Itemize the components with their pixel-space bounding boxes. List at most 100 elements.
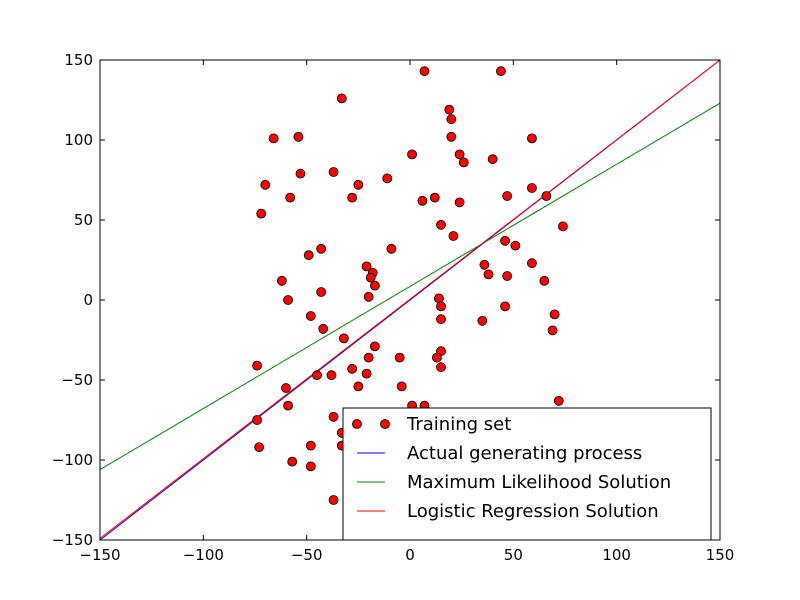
data-point <box>500 301 510 312</box>
data-point <box>527 133 537 144</box>
data-point <box>252 360 262 371</box>
data-point <box>312 370 322 381</box>
data-point <box>260 179 271 190</box>
legend-label: Actual generating process <box>407 443 642 464</box>
data-point <box>326 370 337 381</box>
data-point <box>419 66 430 77</box>
data-point <box>386 243 397 254</box>
data-point <box>547 325 558 336</box>
data-point <box>446 114 457 125</box>
data-point <box>363 291 374 302</box>
x-tick-label: 150 <box>706 546 735 564</box>
data-point <box>281 383 291 393</box>
legend-marker <box>352 419 362 429</box>
data-point <box>363 352 374 363</box>
y-tick-label: −100 <box>52 451 93 469</box>
data-point <box>361 261 372 272</box>
data-point <box>254 442 265 453</box>
data-point <box>305 311 316 321</box>
data-point <box>347 192 358 203</box>
y-tick-label: −50 <box>61 371 93 389</box>
data-point <box>446 131 457 142</box>
ticks-layer: −150 −100 −50 0 50 100 150 −150 −100 −50 0 50 100 150 <box>52 51 735 564</box>
data-point <box>316 287 327 297</box>
data-point <box>454 149 465 160</box>
legend-box <box>342 407 712 541</box>
data-point <box>527 258 537 269</box>
x-tick-label: 50 <box>504 546 523 564</box>
lines-layer <box>99 59 721 541</box>
data-point <box>454 197 465 208</box>
legend-label: Maximum Likelihood Solution <box>407 472 671 493</box>
data-point <box>276 275 287 286</box>
data-point <box>394 352 405 363</box>
legend-label: Logistic Regression Solution <box>407 501 659 522</box>
data-point <box>318 323 329 334</box>
data-point <box>500 235 510 246</box>
data-point <box>436 219 446 230</box>
data-point <box>479 259 490 270</box>
data-point <box>487 154 498 165</box>
data-point <box>338 333 349 344</box>
data-point <box>496 66 506 77</box>
data-point <box>256 208 267 219</box>
legend: Training set Actual generating process Max… <box>342 407 712 541</box>
legend-marker <box>380 419 390 429</box>
y-tick-label: 100 <box>64 131 93 149</box>
data-point <box>287 456 298 467</box>
y-tick-label: −150 <box>52 531 93 549</box>
data-point <box>444 104 455 115</box>
series-line-1 <box>99 102 721 471</box>
data-point <box>283 400 293 411</box>
data-point <box>283 295 293 305</box>
data-point <box>336 93 347 104</box>
data-point <box>295 168 306 179</box>
data-point <box>436 362 446 373</box>
data-point <box>502 271 513 281</box>
data-point <box>328 495 339 505</box>
data-point <box>549 309 560 320</box>
data-point <box>527 183 537 193</box>
data-point <box>353 381 364 392</box>
data-point <box>407 149 417 160</box>
data-point <box>436 301 446 312</box>
data-point <box>558 221 568 232</box>
x-tick-label: −150 <box>79 546 120 564</box>
data-point <box>429 192 440 203</box>
data-point <box>510 240 521 251</box>
legend-label: Training set <box>406 414 511 435</box>
data-point <box>477 315 488 326</box>
data-point <box>252 415 262 425</box>
data-point <box>353 179 364 190</box>
data-point <box>539 275 550 286</box>
series-line-2 <box>99 59 721 539</box>
data-point <box>316 243 327 254</box>
data-point <box>369 280 380 291</box>
data-point <box>285 192 296 203</box>
data-point <box>305 440 316 451</box>
data-point <box>303 250 314 261</box>
data-point <box>448 231 459 241</box>
y-tick-label: 150 <box>64 51 93 69</box>
data-point <box>502 191 513 201</box>
x-tick-label: 0 <box>405 546 415 564</box>
x-tick-label: −50 <box>291 546 323 564</box>
data-point <box>268 133 279 144</box>
data-point <box>434 293 444 304</box>
points-layer <box>252 66 568 505</box>
data-point <box>328 411 339 422</box>
data-point <box>396 381 407 392</box>
y-tick-label: 50 <box>74 211 93 229</box>
x-tick-label: 100 <box>602 546 631 564</box>
data-point <box>553 395 564 406</box>
y-tick-label: 0 <box>83 291 93 309</box>
data-point <box>382 173 393 184</box>
data-point <box>458 157 469 168</box>
data-point <box>436 314 446 325</box>
data-point <box>293 131 304 142</box>
data-point <box>541 191 552 201</box>
data-point <box>431 352 442 363</box>
data-point <box>361 368 372 379</box>
data-point <box>328 167 339 177</box>
